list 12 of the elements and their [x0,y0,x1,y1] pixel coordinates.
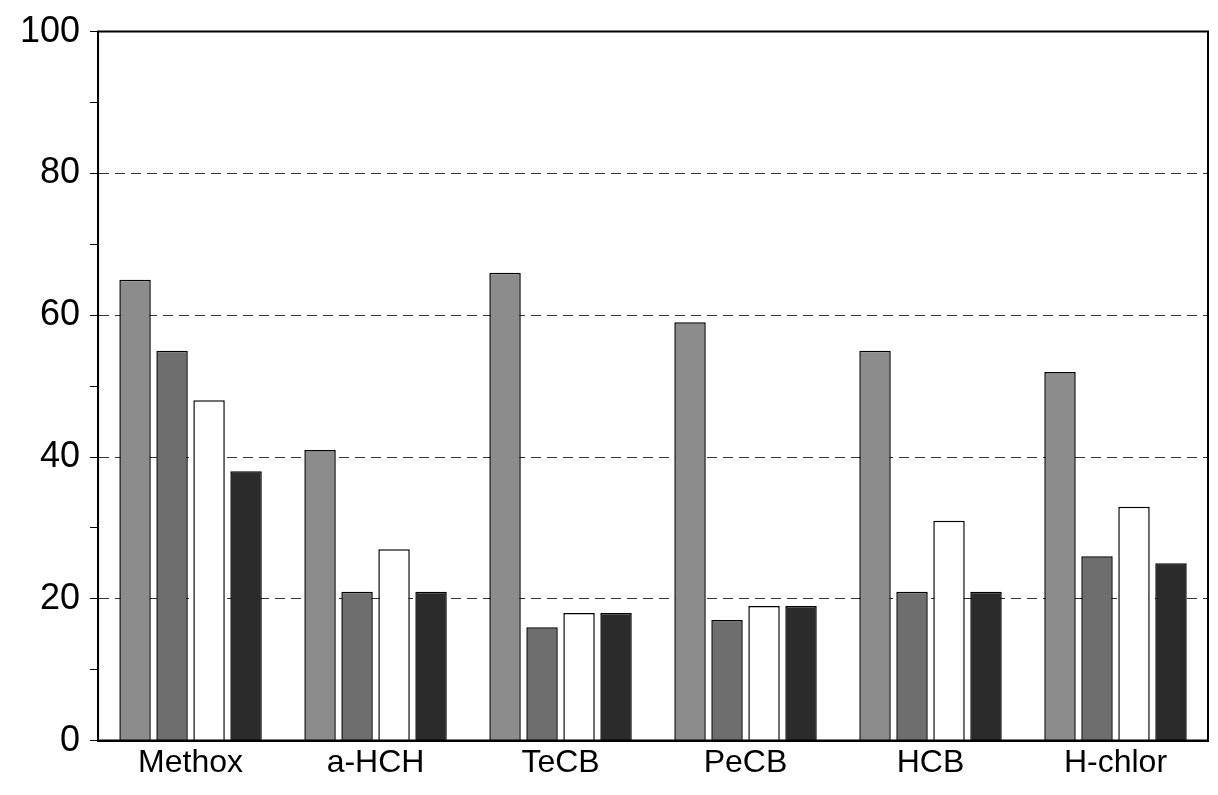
x-tick-label: a-HCH [326,742,425,779]
x-tick-label: TeCB [521,742,600,779]
x-tick-label: PeCB [703,742,788,779]
y-tick-label: 40 [40,433,81,475]
y-tick-label: 0 [60,717,81,759]
x-tick-label: HCB [896,742,965,779]
y-tick-label: 100 [19,8,81,50]
x-tick-label: Methox [138,742,244,779]
y-tick-label: 80 [40,150,81,192]
y-tick-label: 20 [40,575,81,617]
y-tick-label: 60 [40,292,81,334]
x-tick-label: H-chlor [1063,742,1168,779]
